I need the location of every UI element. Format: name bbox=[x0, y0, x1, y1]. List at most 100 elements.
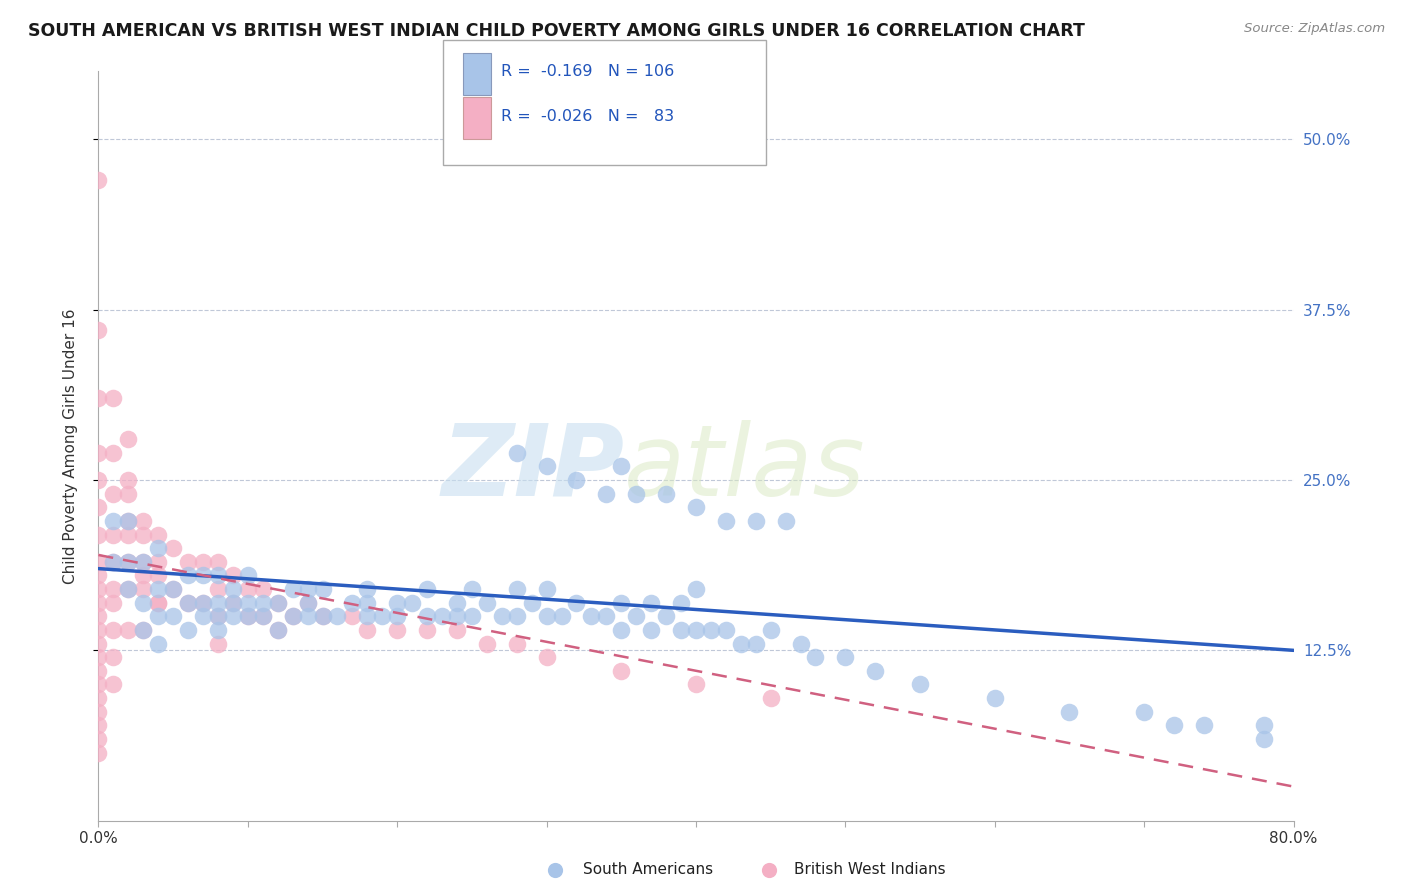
Point bbox=[222, 609, 245, 624]
Point bbox=[311, 582, 333, 596]
Text: Source: ZipAtlas.com: Source: ZipAtlas.com bbox=[1244, 22, 1385, 36]
Point bbox=[132, 555, 155, 569]
Point bbox=[714, 623, 737, 637]
Point bbox=[1059, 705, 1081, 719]
Point bbox=[148, 636, 170, 650]
Point bbox=[544, 863, 567, 877]
Point bbox=[775, 514, 797, 528]
Text: atlas: atlas bbox=[624, 420, 866, 517]
Point bbox=[177, 555, 200, 569]
Point bbox=[281, 609, 304, 624]
Point bbox=[416, 582, 439, 596]
Point bbox=[326, 609, 349, 624]
Point bbox=[252, 609, 274, 624]
Point bbox=[148, 541, 170, 556]
Point bbox=[610, 596, 633, 610]
Point bbox=[207, 582, 229, 596]
Point bbox=[385, 596, 409, 610]
Point bbox=[297, 609, 319, 624]
Point bbox=[87, 500, 110, 515]
Point bbox=[595, 609, 617, 624]
Point bbox=[461, 609, 484, 624]
Point bbox=[385, 609, 409, 624]
Text: British West Indians: British West Indians bbox=[794, 863, 946, 877]
Point bbox=[758, 863, 780, 877]
Point bbox=[252, 609, 274, 624]
Point bbox=[191, 568, 214, 582]
Point bbox=[550, 609, 572, 624]
Point bbox=[626, 486, 648, 500]
Point bbox=[207, 555, 229, 569]
Point bbox=[117, 486, 139, 500]
Point bbox=[640, 623, 662, 637]
Point bbox=[148, 582, 170, 596]
Point bbox=[356, 596, 378, 610]
Point bbox=[565, 596, 588, 610]
Point bbox=[342, 596, 364, 610]
Point bbox=[236, 582, 259, 596]
Point bbox=[356, 623, 378, 637]
Point bbox=[700, 623, 723, 637]
Point bbox=[148, 596, 170, 610]
Point bbox=[87, 718, 110, 732]
Point bbox=[87, 392, 110, 406]
Point bbox=[148, 555, 170, 569]
Point bbox=[177, 596, 200, 610]
Point bbox=[103, 486, 125, 500]
Point bbox=[342, 609, 364, 624]
Point bbox=[506, 609, 529, 624]
Point bbox=[162, 541, 184, 556]
Point bbox=[117, 555, 139, 569]
Point bbox=[222, 596, 245, 610]
Point bbox=[222, 582, 245, 596]
Point bbox=[87, 731, 110, 746]
Point bbox=[222, 596, 245, 610]
Point bbox=[207, 609, 229, 624]
Point bbox=[281, 582, 304, 596]
Point bbox=[1253, 718, 1275, 732]
Point bbox=[834, 650, 856, 665]
Point bbox=[87, 664, 110, 678]
Point bbox=[191, 596, 214, 610]
Point bbox=[506, 582, 529, 596]
Point bbox=[536, 609, 558, 624]
Point bbox=[132, 623, 155, 637]
Point bbox=[207, 596, 229, 610]
Point bbox=[87, 527, 110, 541]
Point bbox=[103, 555, 125, 569]
Point bbox=[191, 609, 214, 624]
Point bbox=[132, 514, 155, 528]
Point bbox=[117, 432, 139, 446]
Point bbox=[148, 596, 170, 610]
Point bbox=[685, 582, 707, 596]
Point bbox=[745, 514, 768, 528]
Point bbox=[103, 596, 125, 610]
Point bbox=[87, 677, 110, 691]
Point bbox=[207, 636, 229, 650]
Point bbox=[610, 664, 633, 678]
Point bbox=[984, 691, 1007, 706]
Point bbox=[461, 582, 484, 596]
Point bbox=[610, 459, 633, 474]
Point bbox=[103, 555, 125, 569]
Point bbox=[87, 691, 110, 706]
Point bbox=[626, 609, 648, 624]
Point bbox=[117, 527, 139, 541]
Text: R =  -0.026   N =   83: R = -0.026 N = 83 bbox=[501, 109, 673, 124]
Point bbox=[506, 446, 529, 460]
Point bbox=[117, 582, 139, 596]
Point bbox=[117, 582, 139, 596]
Point bbox=[207, 568, 229, 582]
Point bbox=[714, 514, 737, 528]
Point bbox=[416, 609, 439, 624]
Text: SOUTH AMERICAN VS BRITISH WEST INDIAN CHILD POVERTY AMONG GIRLS UNDER 16 CORRELA: SOUTH AMERICAN VS BRITISH WEST INDIAN CH… bbox=[28, 22, 1085, 40]
Point bbox=[759, 623, 782, 637]
Point bbox=[132, 555, 155, 569]
Point bbox=[356, 582, 378, 596]
Point bbox=[87, 473, 110, 487]
Point bbox=[236, 609, 259, 624]
Point bbox=[103, 582, 125, 596]
Point bbox=[148, 568, 170, 582]
Point bbox=[222, 568, 245, 582]
Point bbox=[565, 473, 588, 487]
